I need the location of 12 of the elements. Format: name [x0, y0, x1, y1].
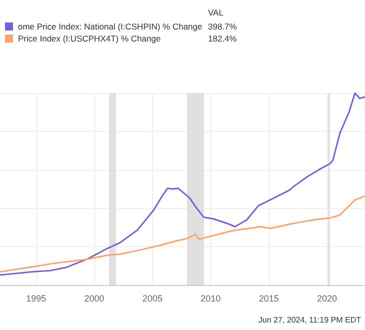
text: 182.4%: [208, 34, 238, 44]
x-tick-label: 1995: [26, 294, 46, 304]
x-tick-label: 2000: [84, 294, 104, 304]
x-tick-label: 2020: [317, 294, 338, 304]
text: VAL: [208, 8, 224, 18]
x-tick-label: 2005: [142, 294, 162, 304]
legend-label: Price Index (I:USCPHX4T) % Change: [18, 34, 161, 44]
text: 398.7%: [208, 22, 238, 32]
legend-label: ome Price Index: National (I:CSHPIN) % Change: [18, 22, 203, 32]
x-tick-label: 2015: [258, 294, 279, 304]
x-tick-label: 2010: [200, 294, 221, 304]
text: Jun 27, 2024, 11:19 PM EDT: [258, 316, 362, 324]
